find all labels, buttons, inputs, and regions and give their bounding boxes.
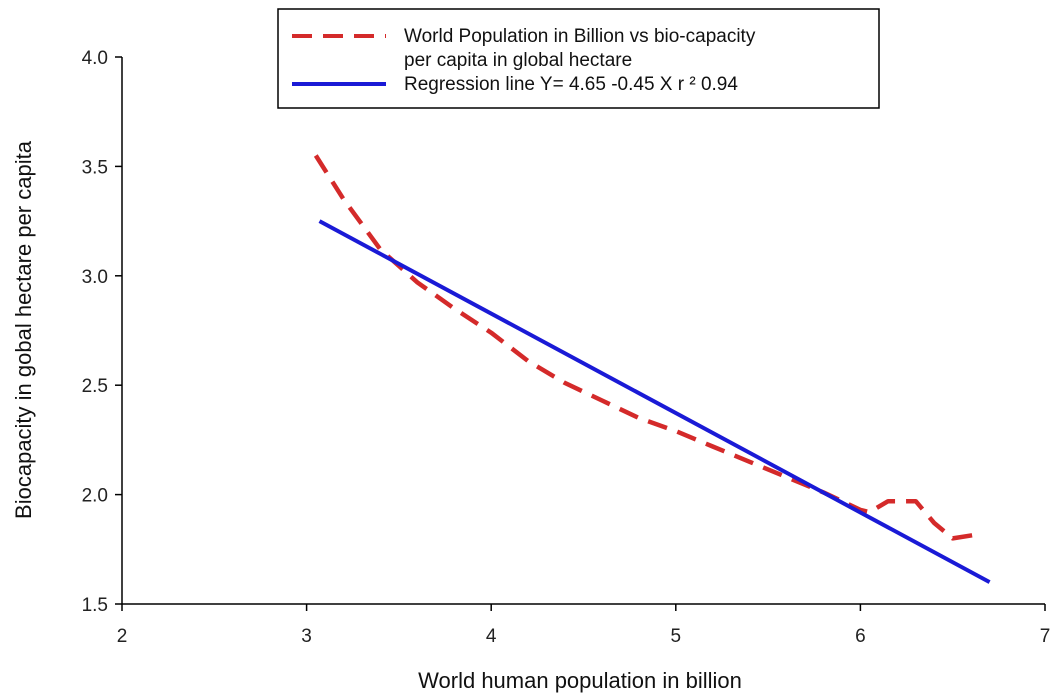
x-tick-label: 5 — [671, 626, 682, 647]
y-tick-label: 2.0 — [82, 486, 108, 507]
x-ticks: 2 3 4 5 6 7 — [117, 604, 1051, 647]
series-line-population-biocapacity — [313, 154, 981, 541]
x-tick-label: 2 — [117, 626, 128, 647]
y-tick-label: 3.0 — [82, 267, 108, 288]
y-axis-title: Biocapacity in gobal hectare per capita — [11, 140, 36, 519]
y-tick-label: 3.5 — [82, 157, 108, 178]
series-layer — [313, 154, 991, 584]
legend-label-series-1-line1: World Population in Billion vs bio-capac… — [404, 26, 756, 47]
y-tick-label: 1.5 — [82, 595, 108, 616]
legend-label-series-1-line2: per capita in global hectare — [404, 50, 632, 71]
x-tick-label: 4 — [486, 626, 497, 647]
x-tick-label: 7 — [1040, 626, 1051, 647]
y-tick-label: 2.5 — [82, 376, 108, 397]
legend-label-series-2: Regression line Y= 4.65 -0.45 X r ² 0.94 — [404, 74, 738, 95]
x-tick-label: 6 — [855, 626, 866, 647]
axes — [121, 57, 1045, 605]
legend-box — [277, 8, 880, 109]
y-ticks: 1.5 2.0 2.5 3.0 3.5 4.0 — [82, 48, 122, 616]
x-axis-title: World human population in billion — [418, 668, 742, 693]
legend: World Population in Billion vs bio-capac… — [277, 8, 880, 109]
x-tick-label: 3 — [301, 626, 312, 647]
series-line-regression — [318, 219, 991, 584]
y-tick-label: 4.0 — [82, 48, 108, 69]
